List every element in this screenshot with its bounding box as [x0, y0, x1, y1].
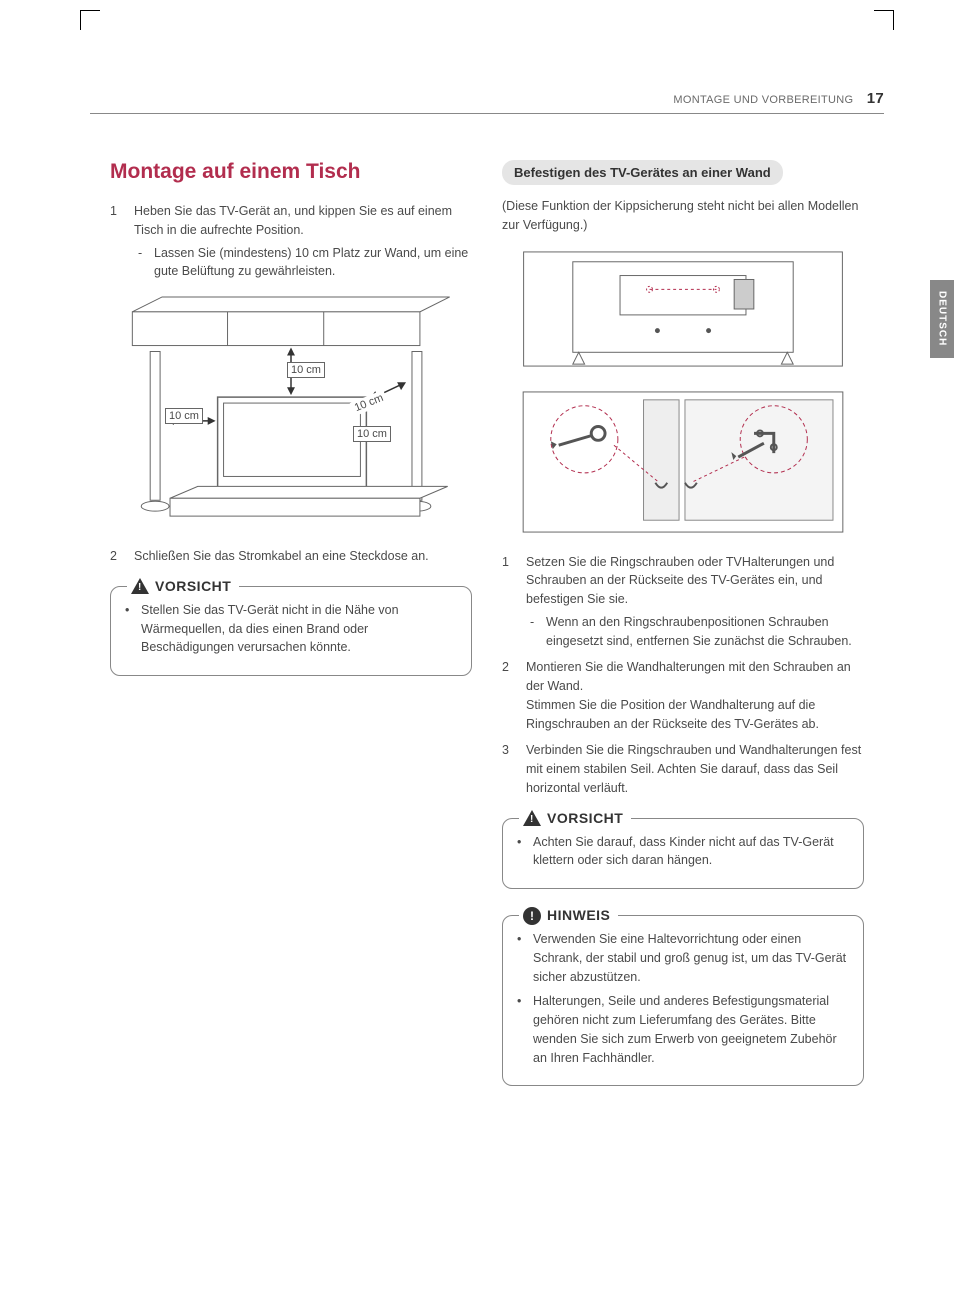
- warning-icon: [523, 810, 541, 826]
- step-text: Schließen Sie das Stromkabel an eine Ste…: [134, 547, 472, 566]
- bullet: •: [517, 833, 525, 871]
- step-item: 2 Montieren Sie die Wandhalterungen mit …: [502, 658, 864, 733]
- bullet: •: [517, 992, 525, 1067]
- dash: -: [138, 244, 146, 282]
- step-item: 1 Heben Sie das TV-Gerät an, und kippen …: [110, 202, 472, 281]
- step-text: Heben Sie das TV-Gerät an, und kippen Si…: [134, 202, 472, 240]
- page-body: MONTAGE UND VORBEREITUNG 17 Montage auf …: [90, 30, 884, 1265]
- substep-text: Lassen Sie (mindestens) 10 cm Platz zur …: [154, 244, 472, 282]
- dash: -: [530, 613, 538, 651]
- tv-clearance-diagram: 10 cm 10 cm 10 cm 10 cm: [110, 291, 472, 531]
- callout-title: HINWEIS: [547, 905, 610, 926]
- subsection-pill: Befestigen des TV-Gerätes an einer Wand: [502, 160, 783, 185]
- note-box: ! HINWEIS • Verwenden Sie eine Haltevorr…: [502, 915, 864, 1086]
- info-icon: !: [523, 907, 541, 925]
- step-number: 3: [502, 741, 516, 797]
- right-column: Befestigen des TV-Gerätes an einer Wand …: [502, 160, 864, 1086]
- left-column: Montage auf einem Tisch 1 Heben Sie das …: [110, 160, 472, 1086]
- intro-text: (Diese Funktion der Kippsicherung steht …: [502, 197, 864, 235]
- step-item: 1 Setzen Sie die Ringschrauben oder TVHa…: [502, 553, 864, 651]
- caution-text: Achten Sie darauf, dass Kinder nicht auf…: [533, 833, 849, 871]
- header-section: MONTAGE UND VORBEREITUNG: [673, 94, 853, 106]
- step-number: 1: [110, 202, 124, 281]
- step-item: 3 Verbinden Sie die Ringschrauben und Wa…: [502, 741, 864, 797]
- note-text: Halterungen, Seile und anderes Befestigu…: [533, 992, 849, 1067]
- wall-anchor-diagram: [502, 387, 864, 537]
- caution-text: Stellen Sie das TV-Gerät nicht in die Nä…: [141, 601, 457, 657]
- callout-title: VORSICHT: [547, 808, 623, 829]
- crop-mark: [80, 10, 100, 30]
- clearance-label: 10 cm: [165, 408, 203, 424]
- step-text: Stimmen Sie die Position der Wandhalteru…: [526, 696, 864, 734]
- bullet: •: [517, 930, 525, 986]
- clearance-label: 10 cm: [287, 362, 325, 378]
- step-item: 2 Schließen Sie das Stromkabel an eine S…: [110, 547, 472, 566]
- content-columns: Montage auf einem Tisch 1 Heben Sie das …: [110, 160, 864, 1086]
- crop-mark: [874, 10, 894, 30]
- step-text: Setzen Sie die Ringschrauben oder TVHalt…: [526, 553, 864, 609]
- step-number: 1: [502, 553, 516, 651]
- callout-title: VORSICHT: [155, 576, 231, 597]
- step-text: Verbinden Sie die Ringschrauben und Wand…: [526, 741, 864, 797]
- step-number: 2: [110, 547, 124, 566]
- language-tab: DEUTSCH: [930, 280, 954, 358]
- step-text: Montieren Sie die Wandhalterungen mit de…: [526, 658, 864, 696]
- bullet: •: [125, 601, 133, 657]
- clearance-label: 10 cm: [353, 426, 391, 442]
- page-header: MONTAGE UND VORBEREITUNG 17: [90, 90, 884, 114]
- substep-text: Wenn an den Ringschraubenpositionen Schr…: [546, 613, 864, 651]
- caution-box: VORSICHT • Achten Sie darauf, dass Kinde…: [502, 818, 864, 890]
- warning-icon: [131, 578, 149, 594]
- tv-back-diagram: [502, 247, 864, 371]
- note-text: Verwenden Sie eine Haltevorrichtung oder…: [533, 930, 849, 986]
- page-number: 17: [867, 90, 884, 107]
- caution-box: VORSICHT • Stellen Sie das TV-Gerät nich…: [110, 586, 472, 676]
- step-number: 2: [502, 658, 516, 733]
- section-title: Montage auf einem Tisch: [110, 160, 472, 184]
